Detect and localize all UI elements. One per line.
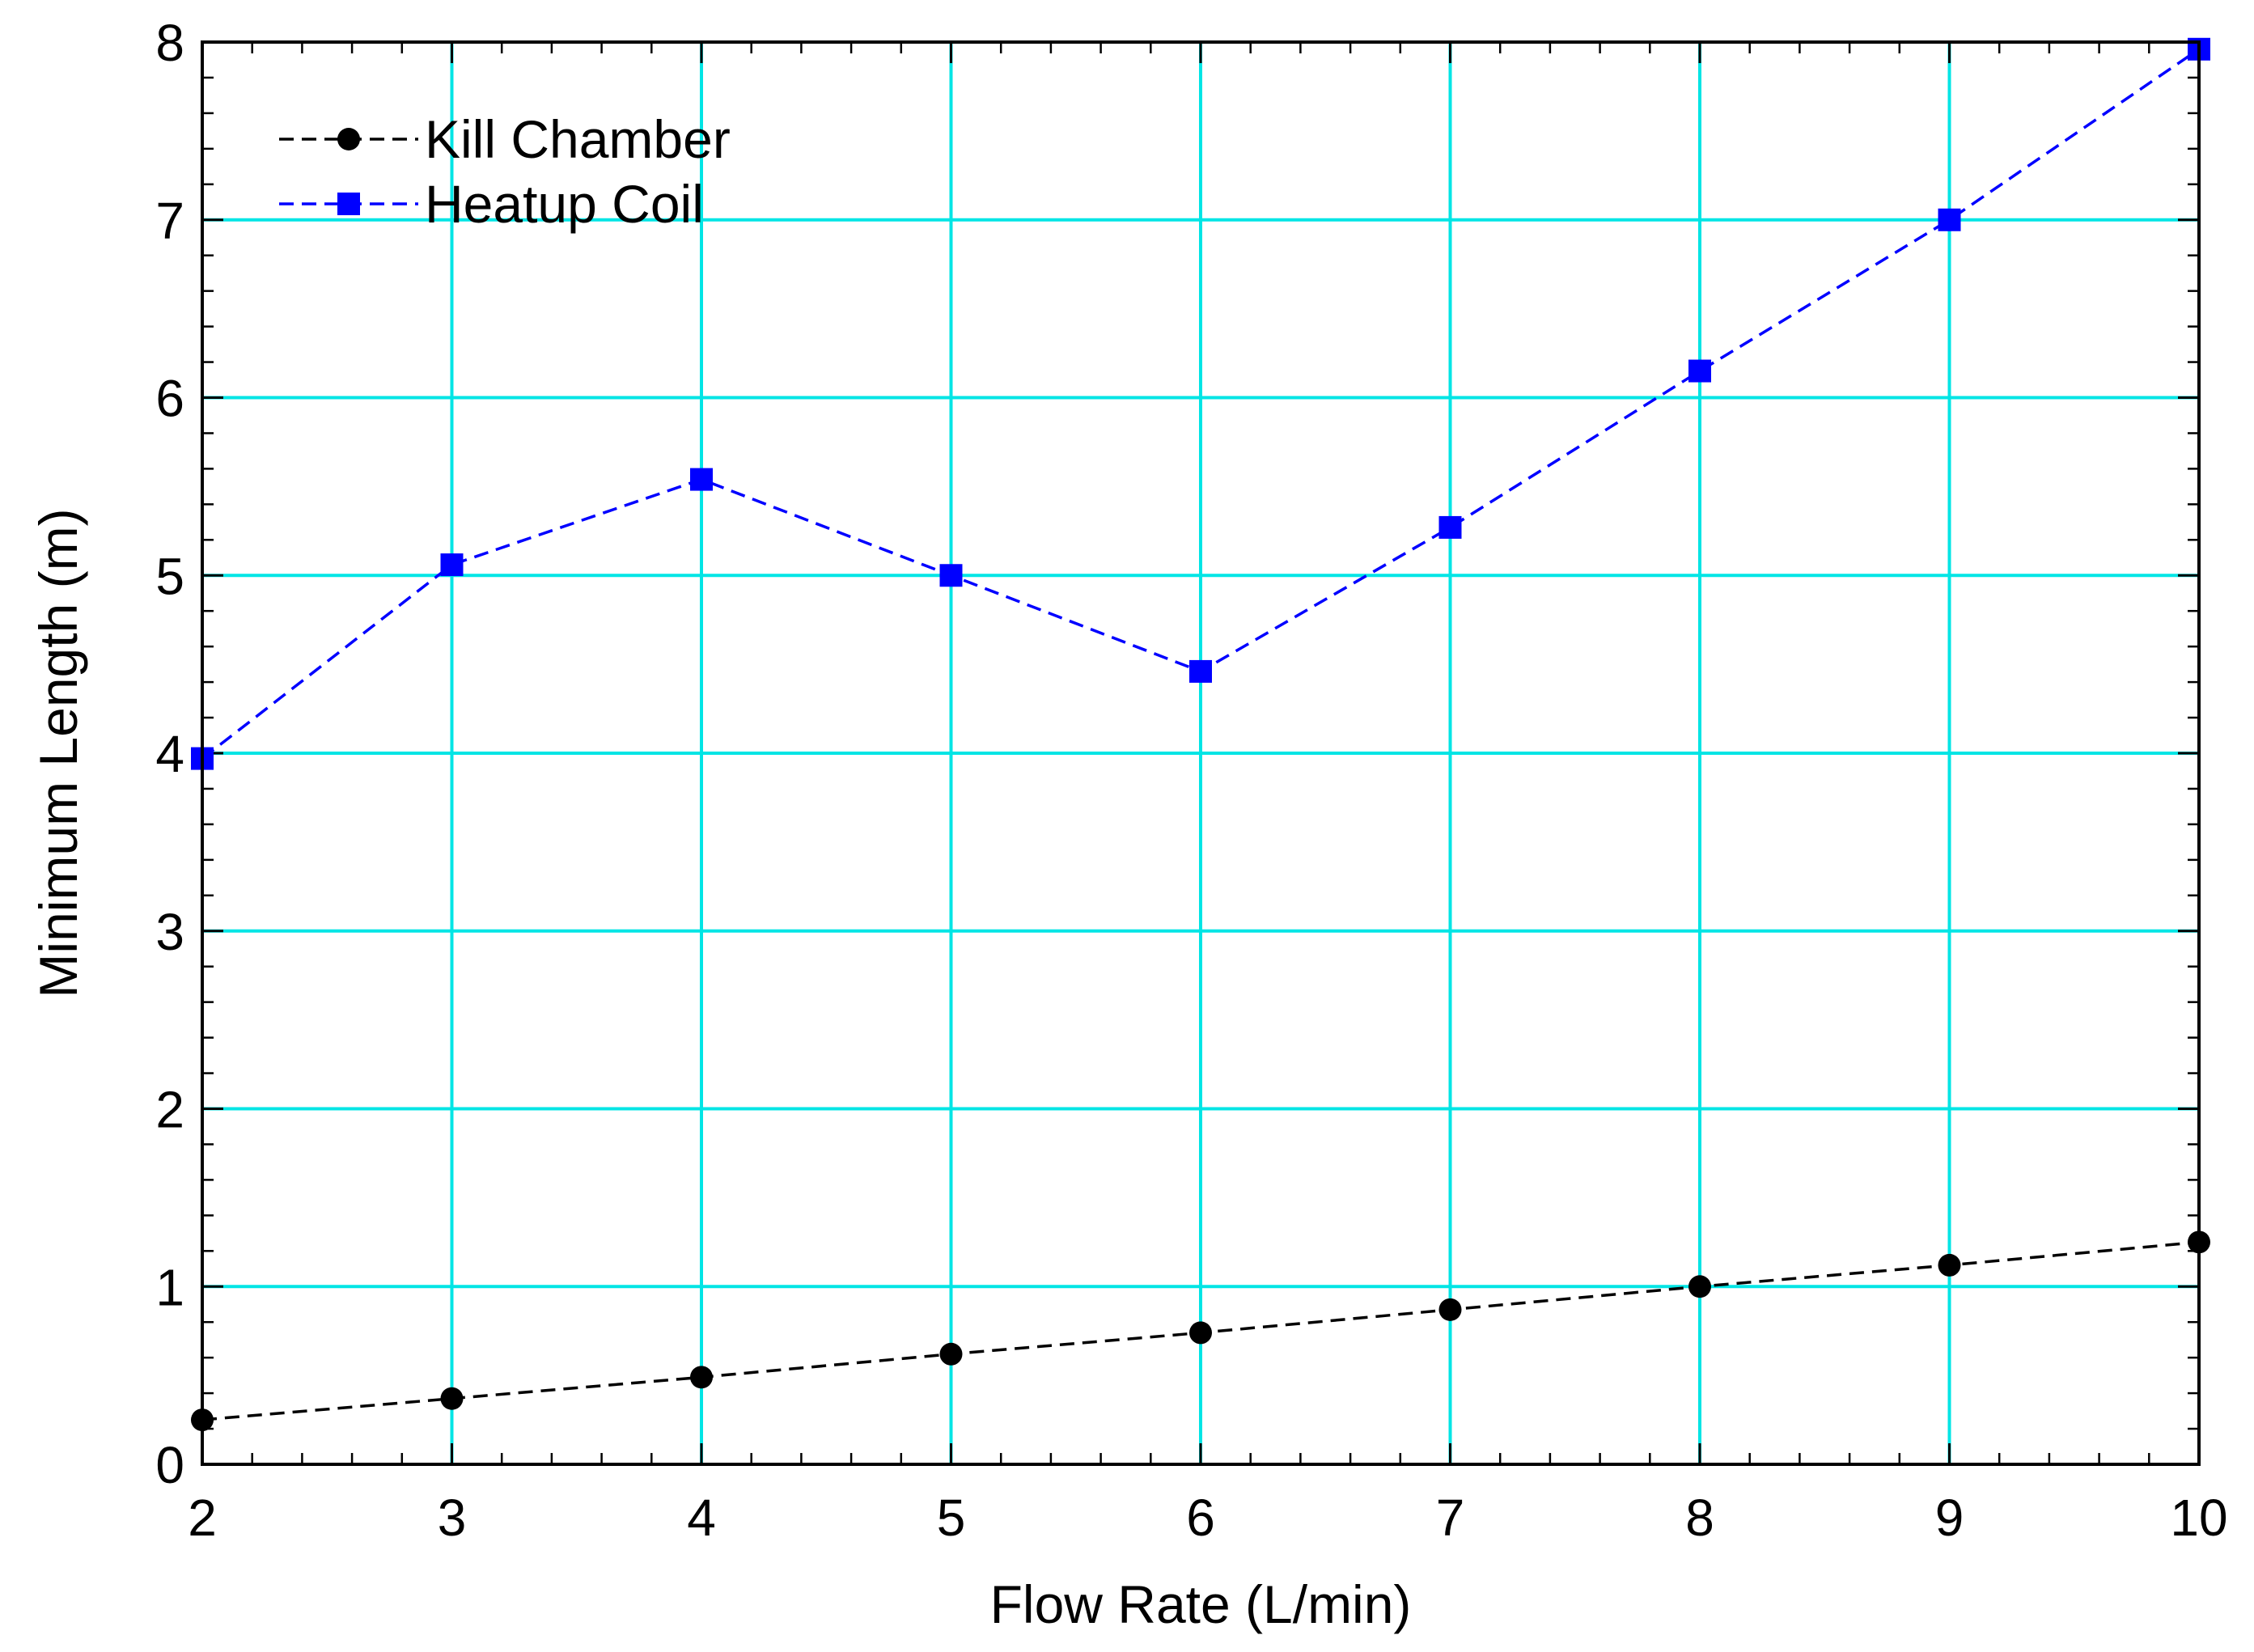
y-tick-label: 4 xyxy=(155,725,184,783)
y-tick-label: 7 xyxy=(155,192,184,250)
y-tick-label: 0 xyxy=(155,1436,184,1494)
x-tick-label: 9 xyxy=(1935,1489,1964,1547)
data-point xyxy=(440,553,464,577)
x-tick-label: 4 xyxy=(687,1489,716,1547)
data-point xyxy=(690,1366,713,1389)
x-tick-label: 7 xyxy=(1436,1489,1465,1547)
y-tick-label: 3 xyxy=(155,903,184,961)
data-point xyxy=(939,1342,963,1366)
y-tick-label: 6 xyxy=(155,370,184,428)
x-axis-ticks: 2 3 4 5 6 7 8 9 10 xyxy=(188,1489,2227,1547)
legend-item: Heatup Coil xyxy=(279,174,704,234)
y-tick-label: 2 xyxy=(155,1081,184,1139)
data-point xyxy=(440,1387,464,1410)
series-kill-chamber xyxy=(191,1231,2210,1432)
legend-label: Kill Chamber xyxy=(425,109,731,169)
x-tick-label: 3 xyxy=(438,1489,467,1547)
x-tick-label: 5 xyxy=(937,1489,966,1547)
y-tick-label: 8 xyxy=(155,14,184,72)
x-axis-label: Flow Rate (L/min) xyxy=(990,1574,1412,1634)
plot-frame xyxy=(201,40,2201,1466)
data-point xyxy=(1189,659,1212,683)
x-tick-label: 6 xyxy=(1186,1489,1215,1547)
y-tick-label: 1 xyxy=(155,1258,184,1316)
data-point xyxy=(1438,1298,1462,1321)
data-point xyxy=(1438,515,1462,539)
y-axis-label: Minimum Length (m) xyxy=(28,508,88,998)
data-point xyxy=(1938,1253,1961,1277)
data-point xyxy=(690,468,713,491)
data-point xyxy=(1938,208,1961,231)
data-point xyxy=(1688,359,1711,383)
legend-item: Kill Chamber xyxy=(279,109,731,169)
x-tick-label: 10 xyxy=(2170,1489,2227,1547)
x-tick-label: 2 xyxy=(188,1489,217,1547)
x-tick-label: 8 xyxy=(1685,1489,1714,1547)
data-point xyxy=(939,564,963,587)
legend-label: Heatup Coil xyxy=(425,174,704,234)
data-point xyxy=(1189,1321,1212,1345)
series-layer xyxy=(191,37,2210,1432)
legend-marker xyxy=(337,128,360,150)
data-point xyxy=(1688,1275,1711,1298)
y-tick-label: 5 xyxy=(155,547,184,605)
y-axis-ticks: 0 1 2 3 4 5 6 7 8 xyxy=(155,14,184,1494)
legend-marker xyxy=(337,193,360,215)
